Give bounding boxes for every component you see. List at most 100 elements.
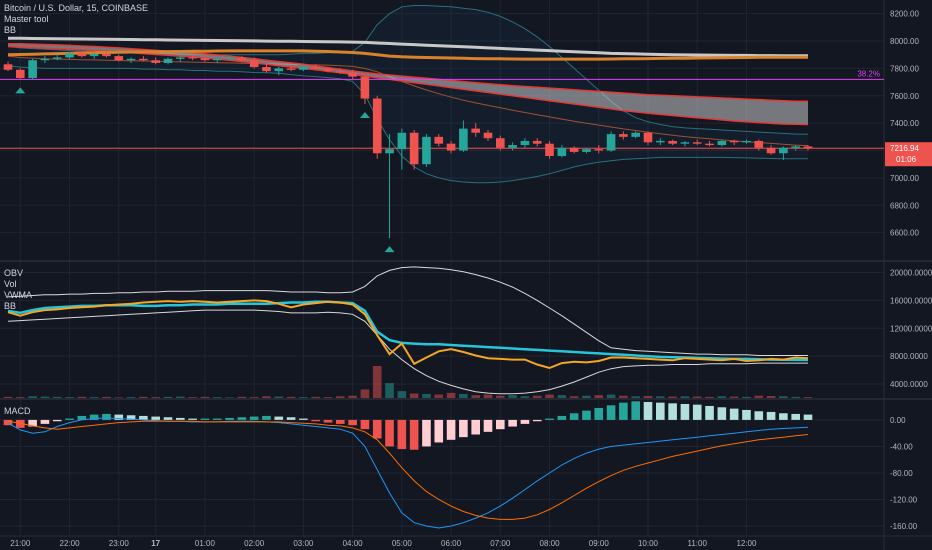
macd-histogram-bar (766, 411, 776, 420)
price-axis-tick-label: 8200.00 (890, 10, 919, 19)
candle-body (717, 140, 727, 146)
candle-body (779, 147, 788, 154)
bb-label[interactable]: BB (4, 25, 17, 35)
candle-body (742, 140, 751, 143)
volume-bar (3, 396, 13, 398)
price-axis-tick-label: 16000.0000 (890, 296, 932, 305)
macd-histogram-bar (237, 417, 247, 420)
symbol-title[interactable]: Bitcoin / U.S. Dollar, 15, COINBASE (4, 3, 149, 13)
master-tool-label[interactable]: Master tool (4, 14, 49, 24)
obv-label[interactable]: OBV (4, 268, 24, 278)
volume-bar (434, 394, 444, 398)
price-axis-tick-label: -80.00 (890, 469, 913, 478)
volume-bar (631, 396, 640, 398)
macd-histogram-bar (126, 415, 136, 420)
price-axis-tick-label: -40.00 (890, 442, 913, 451)
macd-histogram-bar (582, 410, 591, 420)
macd-line (7, 417, 809, 529)
volume-bar (483, 394, 493, 398)
volume-bar (729, 396, 739, 398)
candle-body (372, 98, 382, 154)
macd-histogram-bar (791, 413, 800, 420)
price-axis-tick-label: 7800.00 (890, 64, 919, 73)
macd-histogram-bar (496, 419, 505, 430)
volume-bar (52, 396, 62, 398)
candle-body (643, 132, 653, 143)
candle-body (274, 68, 284, 72)
master-tool-cloud (8, 43, 808, 125)
candle-body (422, 136, 431, 165)
candle-body (52, 57, 62, 59)
volume-bar (705, 396, 714, 398)
macd-histogram-bar (323, 419, 333, 423)
macd-histogram-bar (754, 411, 764, 420)
macd-histogram-bar (409, 419, 419, 450)
volume-bar (311, 396, 320, 398)
macd-histogram-bar (483, 419, 493, 432)
volume-bar (446, 392, 456, 398)
obv-bb-upper-line (7, 266, 808, 356)
fibonacci-level-label: 38.2% (857, 69, 880, 78)
macd-histogram-bar (397, 419, 407, 450)
countdown-label: 01:06 (896, 155, 917, 164)
macd-histogram-bar (188, 418, 197, 420)
macd-histogram-bar (606, 405, 616, 420)
candle-body (754, 140, 764, 148)
volume-bar (126, 397, 136, 398)
bollinger-lower-line (7, 65, 808, 184)
macd-histogram-bar (594, 407, 604, 420)
price-axis-tick-label: 6800.00 (890, 201, 919, 210)
macd-signal-line (7, 420, 809, 520)
price-axis-tick-label: 20000.0000 (890, 268, 932, 277)
grid-lines (0, 0, 884, 536)
vol-label[interactable]: Vol (4, 279, 17, 289)
macd-label[interactable]: MACD (4, 406, 31, 416)
volume-bar (40, 396, 50, 398)
macd-histogram-bar (360, 419, 370, 430)
macd-histogram-bar (28, 419, 37, 427)
candle-body (594, 149, 604, 151)
volume-bar (668, 396, 677, 398)
volume-bar (16, 397, 25, 398)
volume-bar (372, 366, 382, 398)
time-axis-tick-label: 08:00 (540, 539, 561, 548)
candle-body (77, 53, 87, 57)
candle-body (656, 140, 665, 143)
candle-body (114, 56, 124, 61)
volume-bar (65, 397, 74, 398)
volume-bar (28, 396, 37, 398)
time-axis-tick-label: 12:00 (736, 539, 757, 548)
price-axis-tick-label: 4000.0000 (890, 380, 928, 389)
macd-histogram-bar (249, 416, 259, 420)
macd-histogram-bar (803, 414, 813, 420)
candle-body (89, 54, 99, 57)
candle-body (163, 58, 173, 63)
volume-bar (508, 395, 517, 398)
volume-bar (237, 396, 247, 398)
macd-histogram-bar (77, 415, 87, 420)
mid-bb-label[interactable]: BB (4, 301, 17, 311)
main-legend: Bitcoin / U.S. Dollar, 15, COINBASE Mast… (4, 3, 148, 36)
macd-histogram-bar (779, 413, 788, 420)
candle-body (606, 134, 616, 151)
candle-body (126, 58, 136, 61)
time-axis-tick-label: 01:00 (195, 539, 216, 548)
volume-bar (397, 391, 407, 398)
candle-body (299, 67, 308, 70)
macd-histogram-bar (643, 401, 653, 420)
current-price-badge (885, 142, 932, 167)
time-axis-tick-label: 17 (151, 539, 160, 548)
volume-bar (545, 394, 554, 398)
volume-bar (643, 396, 653, 398)
vwma-label[interactable]: VWMA (4, 290, 32, 300)
bollinger-basis-line (7, 55, 809, 147)
volume-bar (139, 396, 148, 398)
price-axis-tick-label: 7400.00 (890, 119, 919, 128)
price-axis-tick-label: 12000.0000 (890, 324, 932, 333)
signal-up-marker (15, 87, 26, 94)
macd-histogram-bar (742, 409, 751, 420)
volume-bar (569, 396, 579, 398)
candle-body (360, 76, 370, 99)
time-axis-tick-label: 21:00 (10, 539, 31, 548)
